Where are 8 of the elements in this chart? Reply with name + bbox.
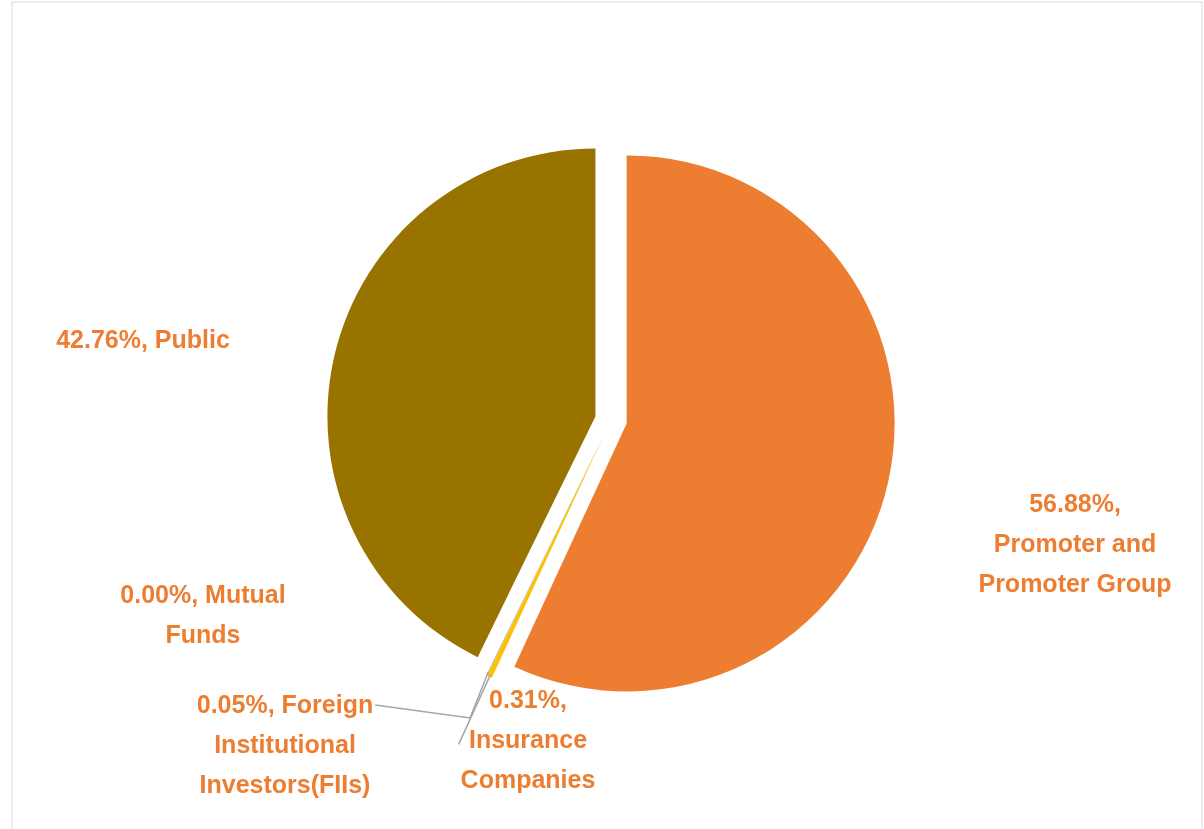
text: 0.00%, Mutual [120,580,286,608]
slice-label: Insurance Companies [460,725,596,793]
category-label: Funds [165,620,241,648]
slice-label: Promoter and Promoter Group [978,529,1172,597]
slice-label: 42.76%, Public [56,325,230,353]
slice-label: 0.05%, Foreign Institutional Investors(FIIs) [196,690,374,798]
data-label: 0.31%, [489,685,567,713]
data-label: 56.88%, [1029,489,1121,517]
